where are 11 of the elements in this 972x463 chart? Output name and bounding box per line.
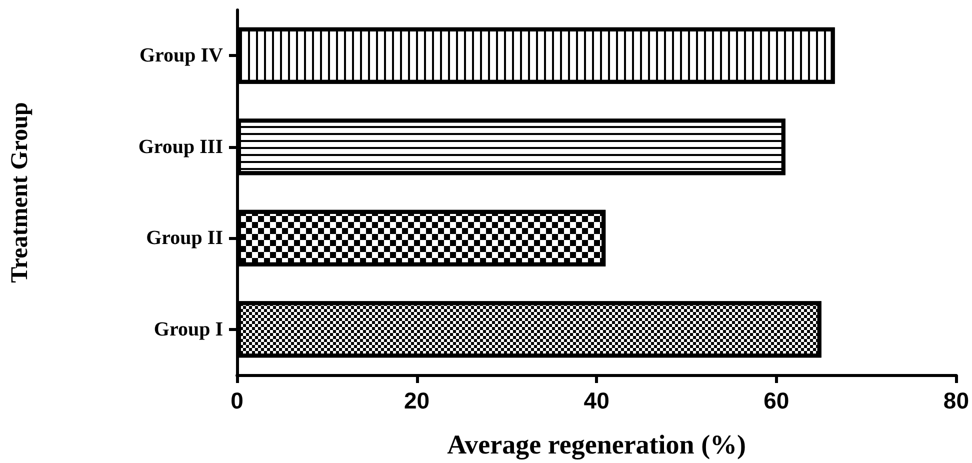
y-axis-title: Treatment Group — [7, 102, 33, 283]
x-tick-label: 40 — [584, 388, 610, 414]
x-tick-label: 0 — [230, 388, 244, 414]
x-tick-label: 60 — [764, 388, 790, 414]
y-tick-label: Group II — [146, 227, 224, 250]
x-axis-title: Average regeneration (%) — [447, 430, 746, 460]
y-tick-label: Group IV — [139, 44, 224, 67]
y-tick-label: Group III — [138, 136, 224, 158]
x-tick-label: 80 — [943, 388, 970, 414]
x-tick-label: 20 — [404, 388, 430, 414]
y-tick-label: Group I — [154, 318, 224, 340]
